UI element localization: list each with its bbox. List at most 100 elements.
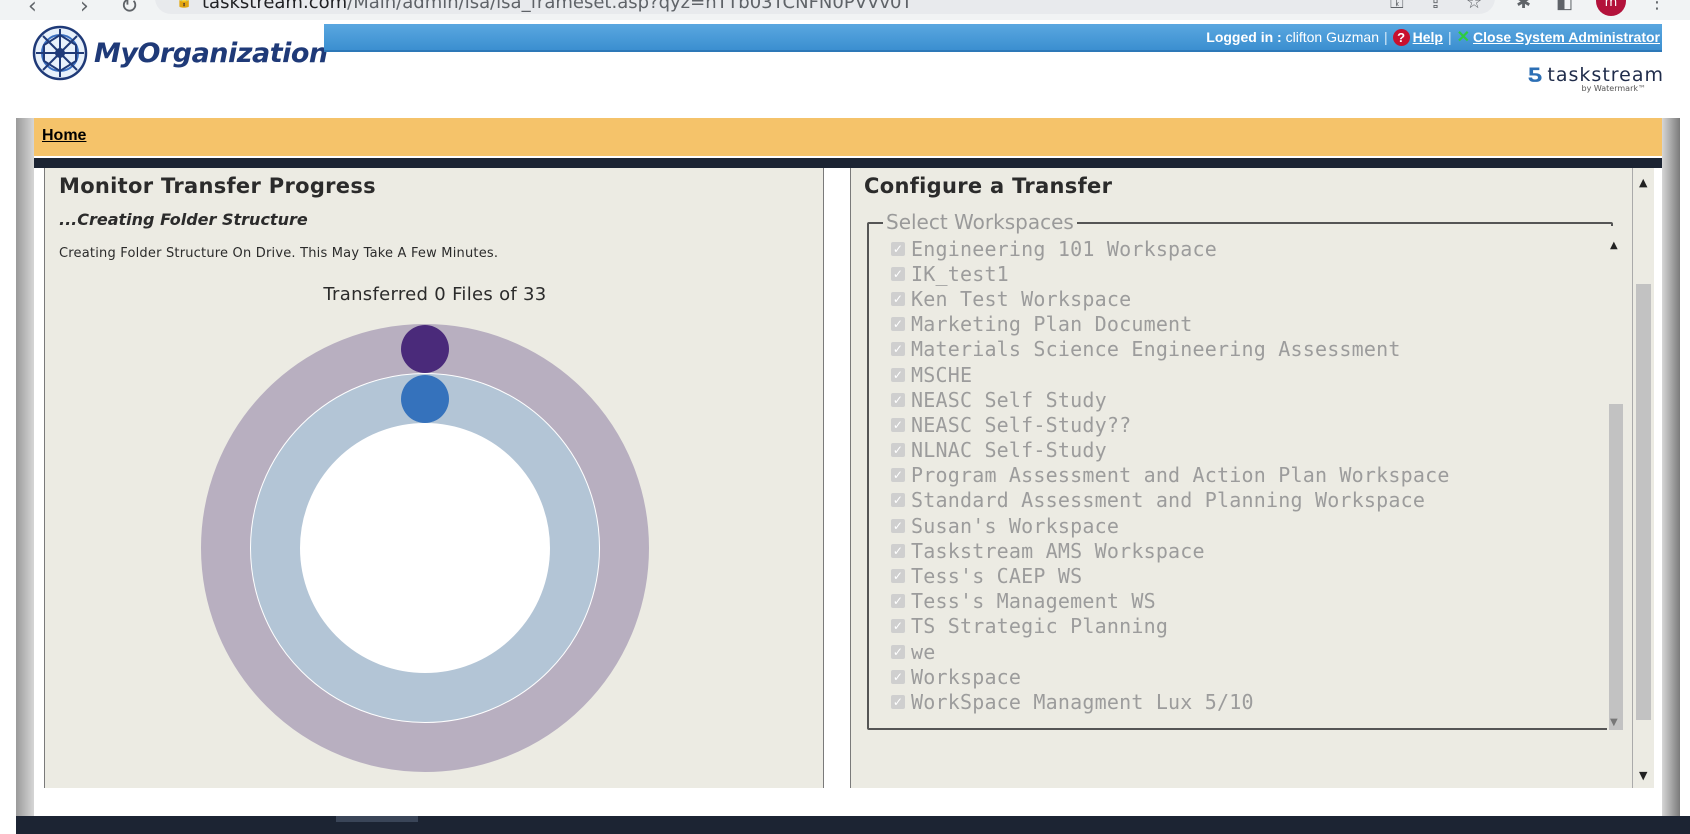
workspace-item[interactable]: ✓ TS Strategic Planning <box>891 614 1591 639</box>
page-scrollbar[interactable]: ▲ ▼ <box>1632 168 1654 788</box>
help-link[interactable]: Help <box>1412 29 1443 45</box>
url-text[interactable]: taskstream.com/Main/admin/isa/isa_frames… <box>202 0 913 13</box>
scroll-down-icon[interactable]: ▼ <box>1610 717 1618 728</box>
scroll-thumb[interactable] <box>1636 284 1651 720</box>
checkbox-checked-icon[interactable]: ✓ <box>891 241 905 256</box>
configure-title: Configure a Transfer <box>864 174 1113 198</box>
lock-icon[interactable]: 🔒 <box>176 0 193 9</box>
workspace-item[interactable]: ✓ Susan's Workspace <box>891 513 1591 538</box>
checkbox-checked-icon[interactable]: ✓ <box>891 392 905 407</box>
scroll-up-icon[interactable]: ▲ <box>1639 176 1648 189</box>
vendor-name: taskstream <box>1547 64 1664 86</box>
workspace-item[interactable]: ✓ Ken Test Workspace <box>891 286 1591 311</box>
workspace-item[interactable]: ✓ Taskstream AMS Workspace <box>891 538 1591 563</box>
reload-icon[interactable]: ↻ <box>120 0 139 19</box>
workspace-item[interactable]: ✓ IK_test1 <box>891 261 1591 286</box>
workspace-item[interactable]: ✓ Program Assessment and Action Plan Work… <box>891 463 1591 488</box>
checkbox-checked-icon[interactable]: ✓ <box>891 619 905 634</box>
checkbox-checked-icon[interactable]: ✓ <box>891 291 905 306</box>
workspace-item[interactable]: ✓ Tess's Management WS <box>891 589 1591 614</box>
checkbox-checked-icon[interactable]: ✓ <box>891 493 905 508</box>
workspace-item[interactable]: ✓ NEASC Self Study <box>891 387 1591 412</box>
workspace-list: ✓ Engineering 101 Workspace ✓ IK_test1 ✓ Ken … <box>891 236 1591 715</box>
workspace-label: we <box>911 639 936 664</box>
help-icon[interactable]: ? <box>1392 28 1410 46</box>
workspace-fieldset: Select Workspaces ✓ Engineering 101 Works… <box>867 210 1625 730</box>
workspace-item[interactable]: ✓ Engineering 101 Workspace <box>891 236 1591 261</box>
workspace-item[interactable]: ✓ NLNAC Self-Study <box>891 438 1591 463</box>
workspace-label: IK_test1 <box>911 261 1009 286</box>
checkbox-checked-icon[interactable]: ✓ <box>891 669 905 684</box>
scroll-up-icon[interactable]: ▲ <box>1610 240 1618 251</box>
menu-icon[interactable]: ⋮ <box>1648 0 1666 13</box>
workspace-label: Tess's Management WS <box>911 589 1156 614</box>
workspace-label: Materials Science Engineering Assessment <box>911 337 1401 362</box>
checkbox-checked-icon[interactable]: ✓ <box>891 266 905 281</box>
back-icon[interactable]: ‹ <box>28 0 37 19</box>
forward-icon[interactable]: › <box>80 0 89 19</box>
star-icon[interactable]: ☆ <box>1466 0 1483 13</box>
workspace-item[interactable]: ✓ NEASC Self-Study?? <box>891 412 1591 437</box>
checkbox-checked-icon[interactable]: ✓ <box>891 317 905 332</box>
transfer-description: Creating Folder Structure On Drive. This… <box>59 246 499 261</box>
workspace-label: Standard Assessment and Planning Workspa… <box>911 488 1426 513</box>
extensions-icon[interactable]: ✱ <box>1516 0 1532 13</box>
progress-rings <box>201 324 649 772</box>
workspace-label: TS Strategic Planning <box>911 614 1169 639</box>
workspace-legend: Select Workspaces <box>883 210 1077 234</box>
workspace-item[interactable]: ✓ Marketing Plan Document <box>891 312 1591 337</box>
workspace-item[interactable]: ✓ Standard Assessment and Planning Worksp… <box>891 488 1591 513</box>
workspace-item[interactable]: ✓ MSCHE <box>891 362 1591 387</box>
horizontal-scroll-thumb[interactable] <box>336 816 418 822</box>
checkbox-checked-icon[interactable]: ✓ <box>891 518 905 533</box>
side-panel-icon[interactable]: ◧ <box>1556 0 1574 13</box>
checkbox-checked-icon[interactable]: ✓ <box>891 342 905 357</box>
checkbox-checked-icon[interactable]: ✓ <box>891 417 905 432</box>
key-icon[interactable]: ⚿ <box>1390 0 1404 13</box>
vendor-subtitle: by Watermark™ <box>1581 84 1646 93</box>
workspace-label: NEASC Self Study <box>911 387 1107 412</box>
globe-logo-icon <box>32 25 88 81</box>
workspace-item[interactable]: ✓ Materials Science Engineering Assessmen… <box>891 337 1591 362</box>
scroll-down-icon[interactable]: ▼ <box>1639 769 1648 782</box>
monitor-panel: Monitor Transfer Progress ...Creating Fo… <box>44 168 824 788</box>
checkbox-checked-icon[interactable]: ✓ <box>891 468 905 483</box>
checkbox-checked-icon[interactable]: ✓ <box>891 569 905 584</box>
workspace-label: Tess's CAEP WS <box>911 564 1083 589</box>
organization-logo[interactable]: MyOrganization <box>32 25 328 81</box>
checkbox-checked-icon[interactable]: ✓ <box>891 543 905 558</box>
frame-left-border <box>16 118 34 816</box>
separator: | <box>1447 29 1452 45</box>
share-icon[interactable]: ⇪ <box>1428 0 1444 13</box>
workspace-item[interactable]: ✓ Workspace <box>891 664 1591 689</box>
workspace-label: Marketing Plan Document <box>911 312 1193 337</box>
address-bar[interactable] <box>155 0 1495 14</box>
taskstream-logo-icon: Ƽ <box>1527 64 1544 86</box>
workspace-item[interactable]: ✓ we <box>891 639 1591 664</box>
outer-progress-dot <box>401 325 449 373</box>
session-bar: Logged in : clifton Guzman | ? Help | ✕ … <box>324 24 1662 52</box>
workspace-list-scrollbar[interactable]: ▲ ▼ <box>1607 226 1625 730</box>
close-admin-link[interactable]: Close System Administrator <box>1473 29 1660 45</box>
close-icon[interactable]: ✕ <box>1456 29 1471 46</box>
workspace-label: MSCHE <box>911 362 973 387</box>
profile-avatar[interactable]: m <box>1596 0 1626 16</box>
workspace-label: Program Assessment and Action Plan Works… <box>911 463 1450 488</box>
checkbox-checked-icon[interactable]: ✓ <box>891 694 905 709</box>
transfer-status: ...Creating Folder Structure <box>59 210 308 229</box>
home-link[interactable]: Home <box>42 127 87 144</box>
workspace-label: Susan's Workspace <box>911 513 1120 538</box>
checkbox-checked-icon[interactable]: ✓ <box>891 443 905 458</box>
frame-right-border <box>1662 118 1680 816</box>
scroll-thumb[interactable] <box>1609 404 1623 730</box>
workspace-item[interactable]: ✓ WorkSpace Managment Lux 5/10 <box>891 689 1591 714</box>
brand-name: MyOrganization <box>94 37 328 69</box>
workspace-label: Ken Test Workspace <box>911 286 1132 311</box>
checkbox-checked-icon[interactable]: ✓ <box>891 594 905 609</box>
workspace-label: NEASC Self-Study?? <box>911 412 1132 437</box>
checkbox-checked-icon[interactable]: ✓ <box>891 367 905 382</box>
checkbox-checked-icon[interactable]: ✓ <box>891 644 905 659</box>
workspace-item[interactable]: ✓ Tess's CAEP WS <box>891 563 1591 588</box>
breadcrumb-bar: Home <box>34 118 1662 156</box>
